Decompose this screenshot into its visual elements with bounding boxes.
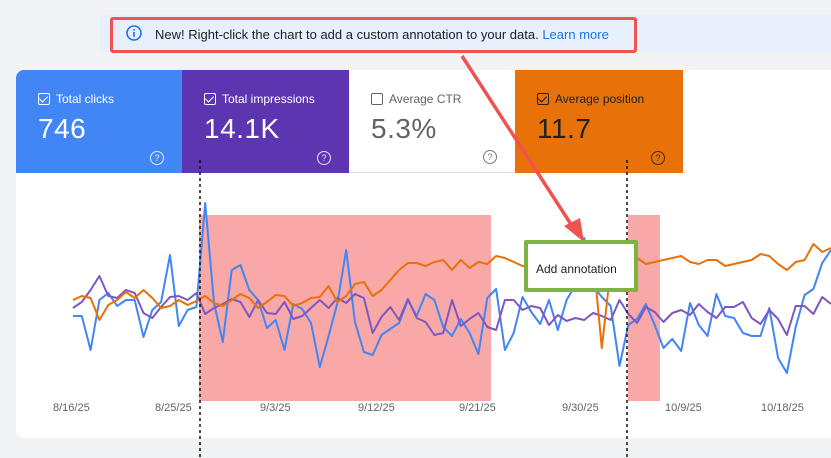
x-tick: 9/12/25: [358, 402, 395, 414]
x-tick: 10/18/25: [761, 402, 804, 414]
metric-label: Average position: [555, 92, 645, 106]
series-line-total-clicks: [73, 202, 831, 374]
metric-value: 11.7: [537, 113, 592, 144]
metric-average-ctr[interactable]: Average CTR 5.3% ?: [349, 70, 515, 173]
metric-value: 14.1K: [204, 113, 280, 144]
checkbox-checked-icon[interactable]: [537, 93, 549, 105]
help-icon[interactable]: ?: [651, 151, 665, 165]
metric-label: Total impressions: [222, 92, 315, 106]
checkbox-checked-icon[interactable]: [38, 93, 50, 105]
banner-highlight-box: [110, 17, 637, 53]
banner-text: New! Right-click the chart to add a cust…: [155, 27, 609, 42]
highlight-range-1: [199, 215, 491, 401]
metric-value: 746: [38, 113, 87, 144]
help-icon[interactable]: ?: [317, 151, 331, 165]
x-tick: 9/30/25: [562, 402, 599, 414]
info-icon: [126, 25, 142, 41]
metric-total-impressions[interactable]: Total impressions 14.1K ?: [182, 70, 349, 173]
help-icon[interactable]: ?: [150, 151, 164, 165]
x-tick: 8/16/25: [53, 402, 90, 414]
learn-more-link[interactable]: Learn more: [542, 27, 609, 42]
x-tick: 9/21/25: [459, 402, 496, 414]
metric-label: Total clicks: [56, 92, 115, 106]
annotation-banner: [100, 14, 831, 52]
checkbox-checked-icon[interactable]: [204, 93, 216, 105]
add-annotation-item[interactable]: Add annotation: [536, 262, 617, 276]
checkbox-unchecked-icon[interactable]: [371, 93, 383, 105]
metric-value: 5.3%: [371, 113, 437, 144]
metric-label: Average CTR: [389, 92, 462, 106]
banner-message: New! Right-click the chart to add a cust…: [155, 27, 543, 42]
x-tick: 10/9/25: [665, 402, 702, 414]
x-tick: 9/3/25: [260, 402, 291, 414]
metric-average-position[interactable]: Average position 11.7 ?: [515, 70, 683, 173]
add-annotation-menu: Add annotation: [524, 240, 638, 292]
metric-total-clicks[interactable]: Total clicks 746 ?: [16, 70, 182, 173]
callout-arrow: [460, 55, 584, 242]
x-tick: 8/25/25: [155, 402, 192, 414]
help-icon[interactable]: ?: [483, 150, 497, 164]
